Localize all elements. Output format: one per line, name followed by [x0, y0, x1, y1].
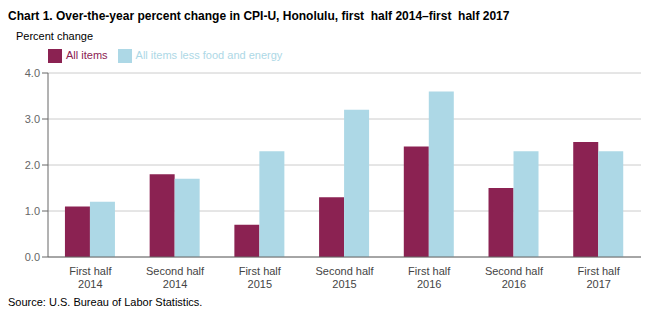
svg-text:Second half2016: Second half2016 — [485, 265, 544, 290]
svg-text:2.0: 2.0 — [25, 159, 40, 171]
svg-text:First half2017: First half2017 — [578, 265, 621, 290]
svg-text:3.0: 3.0 — [25, 113, 40, 125]
svg-text:First half2016: First half2016 — [408, 265, 451, 290]
svg-text:0.0: 0.0 — [25, 251, 40, 263]
html-text:Percent change: Percent change — [16, 30, 94, 42]
html-text:All items: All items — [66, 49, 108, 61]
svg-text:1.0: 1.0 — [25, 205, 40, 217]
svg-text:First half2014: First half2014 — [69, 265, 112, 290]
svg-text:4.0: 4.0 — [25, 67, 40, 79]
svg-text:First half2015: First half2015 — [239, 265, 282, 290]
html-text:All items less food and energy: All items less food and energy — [135, 49, 283, 61]
html-text:Source: U.S. Bureau of Labor S: Source: U.S. Bureau of Labor Statistics. — [8, 296, 203, 308]
svg-text:Second half2015: Second half2015 — [315, 265, 374, 290]
svg-text:Second half2014: Second half2014 — [146, 265, 205, 290]
html-text:Chart 1. Over-the-year percent: Chart 1. Over-the-year percent change in… — [8, 9, 510, 23]
